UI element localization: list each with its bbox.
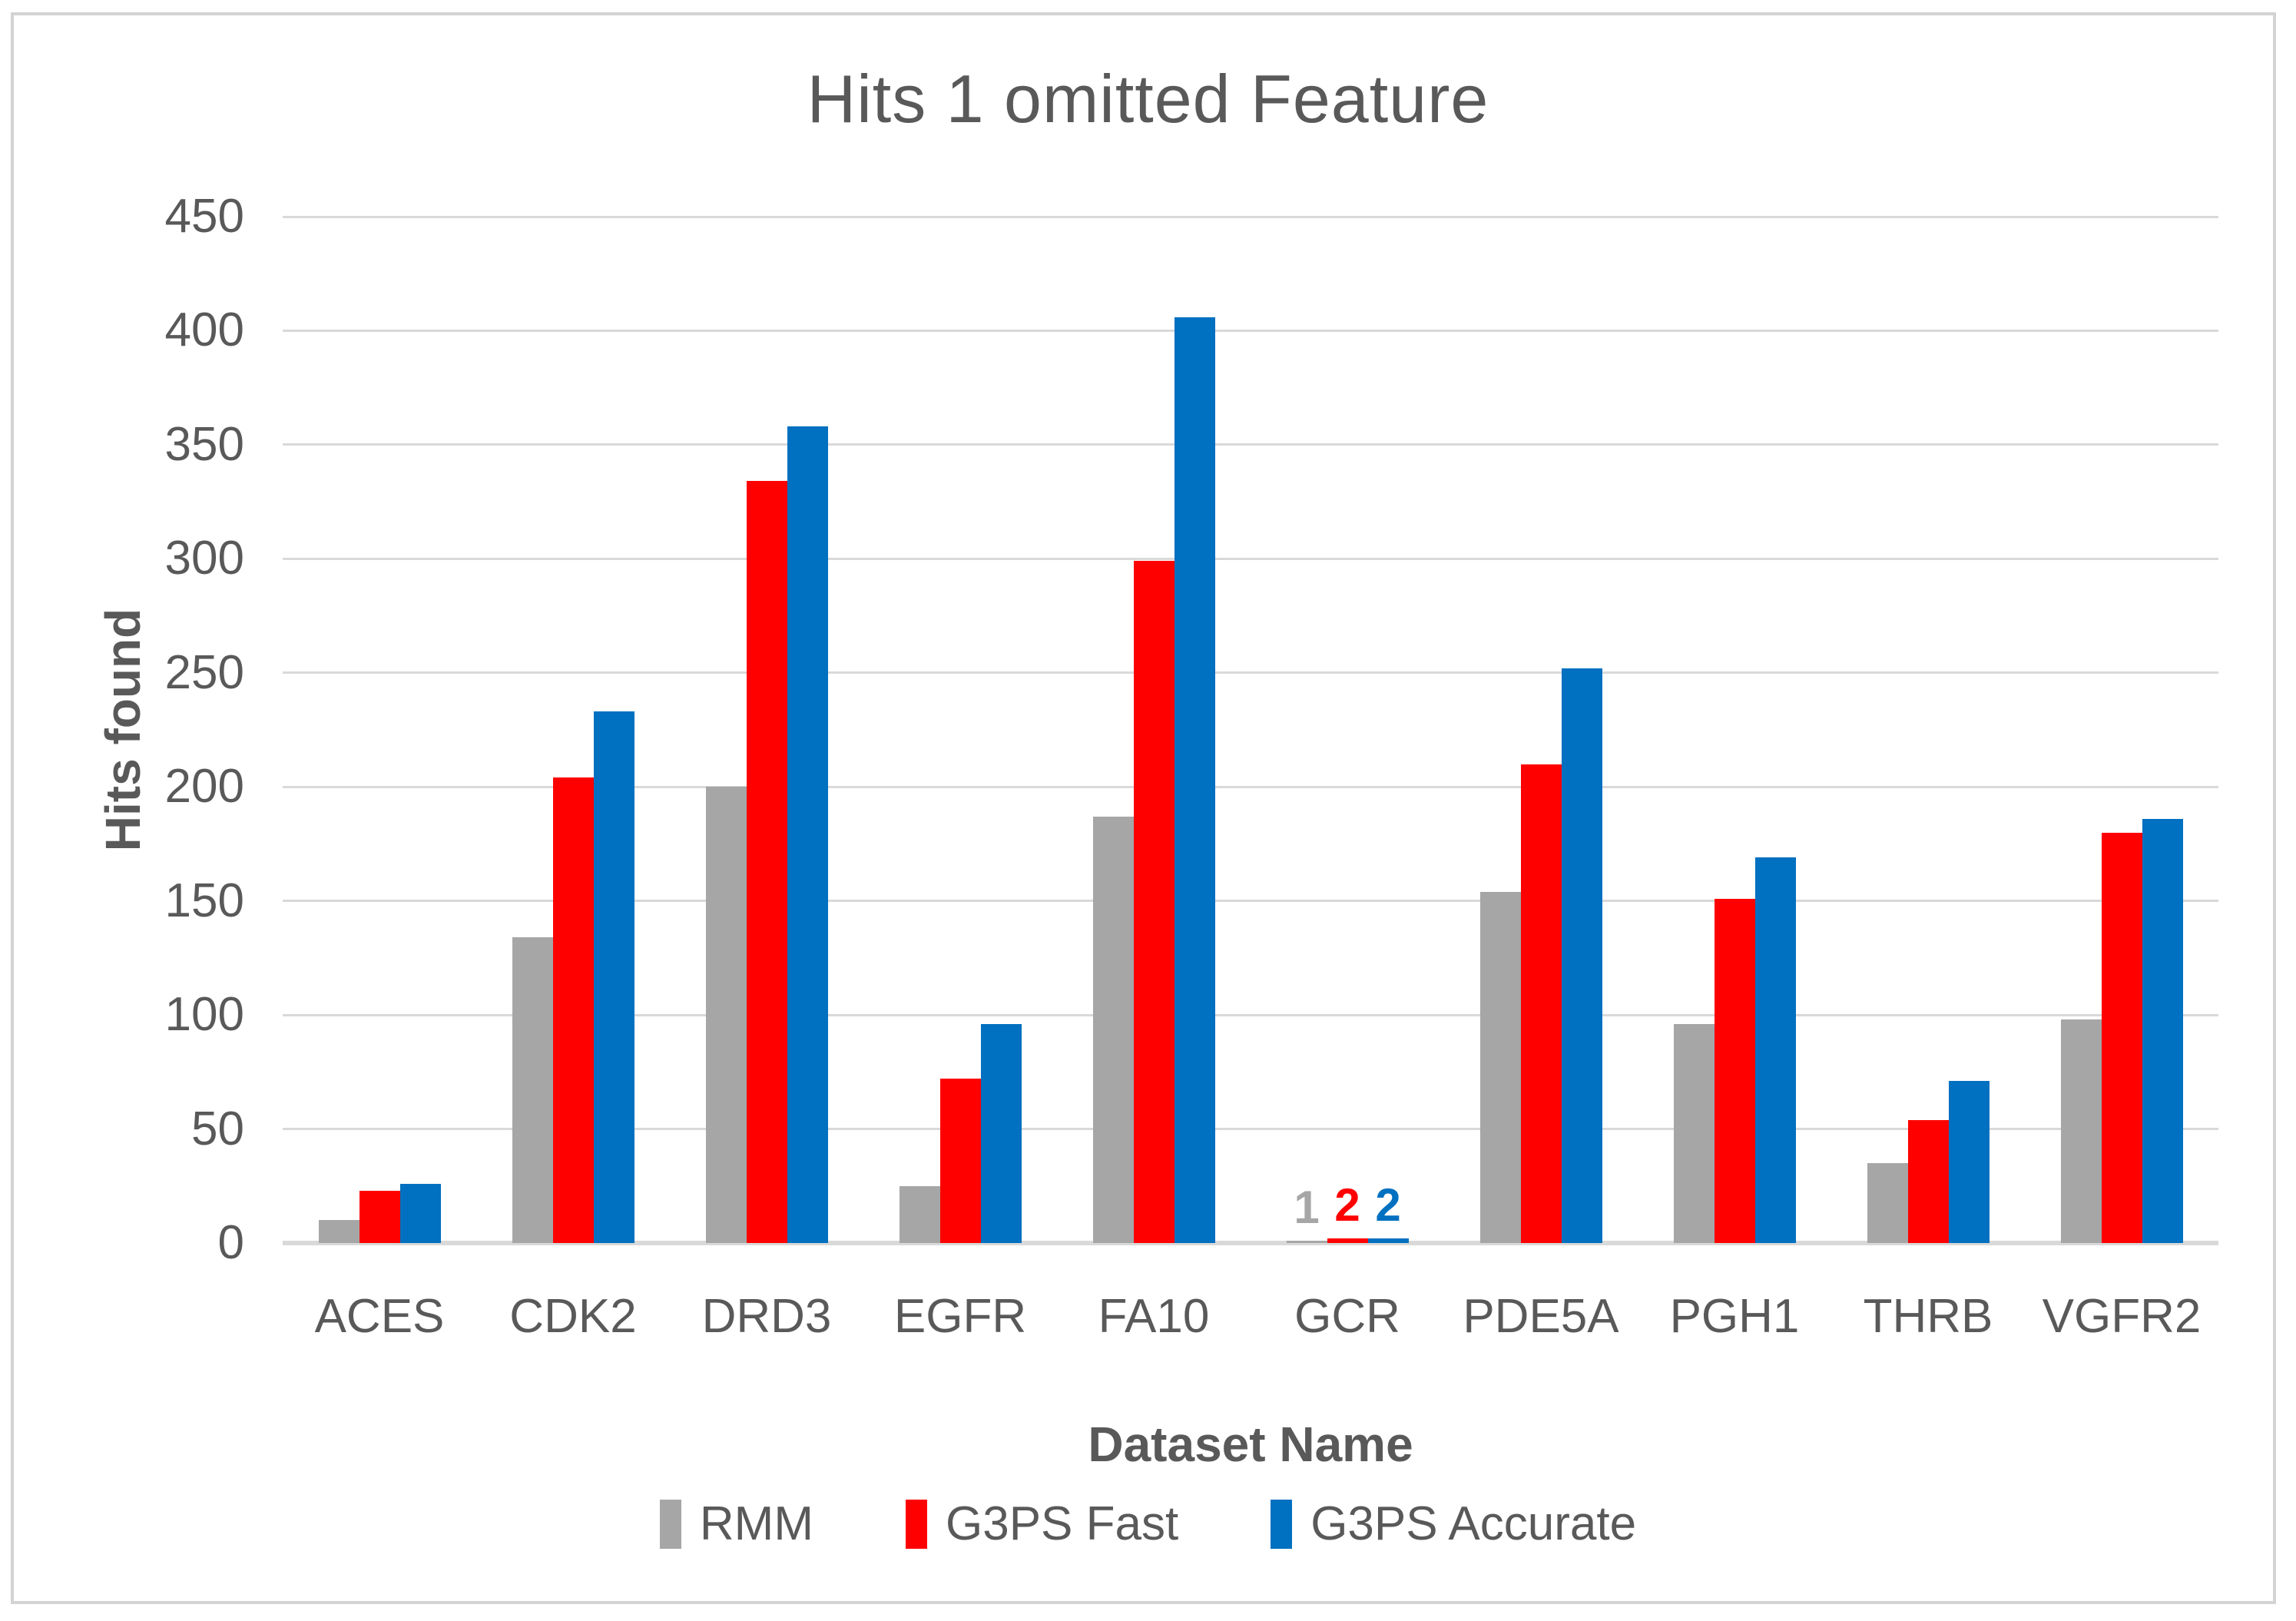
chart-border-frame xyxy=(11,12,2276,1604)
bar-fa10-rmm xyxy=(1092,816,1134,1243)
y-tick-label-400: 400 xyxy=(164,303,244,357)
bar-vgfr2-rmm xyxy=(2060,1019,2102,1243)
x-category-label-cdk2: CDK2 xyxy=(509,1290,637,1343)
bar-pde5a-rmm xyxy=(1479,891,1521,1243)
gridline-100 xyxy=(283,1013,2218,1016)
bar-fa10-g3ps-accurate xyxy=(1174,317,1215,1243)
legend-label-rmm: RMM xyxy=(699,1497,813,1550)
bar-cdk2-g3ps-accurate xyxy=(593,711,634,1243)
bar-aces-g3ps-fast xyxy=(359,1190,400,1243)
bar-egfr-rmm xyxy=(899,1185,940,1243)
legend: RMM G3PS Fast G3PS Accurate xyxy=(0,1497,2296,1551)
x-category-label-thrb: THRB xyxy=(1863,1290,1993,1343)
x-category-label-gcr: GCR xyxy=(1294,1290,1400,1343)
bar-fa10-g3ps-fast xyxy=(1133,561,1175,1243)
x-axis-title: Dataset Name xyxy=(1088,1417,1413,1472)
bar-thrb-rmm xyxy=(1867,1163,1908,1243)
gridline-150 xyxy=(283,900,2218,903)
legend-marker-g3ps-fast xyxy=(905,1499,927,1549)
legend-label-g3ps-fast: G3PS Fast xyxy=(945,1497,1179,1550)
bar-egfr-g3ps-accurate xyxy=(980,1023,1022,1243)
gridline-350 xyxy=(283,443,2218,446)
y-tick-label-100: 100 xyxy=(164,988,244,1042)
bar-vgfr2-g3ps-fast xyxy=(2101,832,2142,1243)
bar-gcr-g3ps-fast xyxy=(1327,1238,1368,1243)
bar-egfr-g3ps-fast xyxy=(939,1079,981,1243)
bar-aces-rmm xyxy=(318,1220,359,1243)
bar-gcr-g3ps-accurate xyxy=(1367,1238,1409,1243)
bar-pde5a-g3ps-accurate xyxy=(1561,668,1602,1243)
gridline-450 xyxy=(283,215,2218,218)
bar-thrb-g3ps-fast xyxy=(1907,1119,1949,1243)
bar-thrb-g3ps-accurate xyxy=(1948,1081,1990,1243)
x-category-label-egfr: EGFR xyxy=(893,1290,1027,1343)
bar-pgh1-g3ps-accurate xyxy=(1754,857,1796,1243)
x-category-label-drd3: DRD3 xyxy=(701,1290,832,1343)
y-axis-tick-labels: 0 50 100 150 200 250 300 350 400 450 xyxy=(0,0,244,1621)
bar-vgfr2-g3ps-accurate xyxy=(2142,818,2183,1243)
legend-marker-g3ps-accurate xyxy=(1271,1499,1293,1549)
x-category-label-pde5a: PDE5A xyxy=(1463,1290,1619,1343)
y-tick-label-250: 250 xyxy=(164,645,244,699)
gridline-250 xyxy=(283,671,2218,675)
gridline-300 xyxy=(283,557,2218,560)
bar-pgh1-g3ps-fast xyxy=(1714,898,1755,1243)
legend-item-g3ps-fast: G3PS Fast xyxy=(905,1497,1179,1551)
x-category-label-vgfr2: VGFR2 xyxy=(2042,1290,2202,1343)
bar-pde5a-g3ps-fast xyxy=(1520,764,1562,1243)
legend-marker-rmm xyxy=(659,1499,681,1549)
bar-drd3-g3ps-fast xyxy=(746,481,787,1243)
gridline-400 xyxy=(283,329,2218,332)
y-tick-label-50: 50 xyxy=(191,1102,244,1155)
x-category-label-pgh1: PGH1 xyxy=(1669,1290,1800,1343)
bar-drd3-rmm xyxy=(705,787,747,1243)
bar-cdk2-g3ps-fast xyxy=(552,777,594,1243)
bar-pgh1-rmm xyxy=(1673,1023,1715,1243)
legend-label-g3ps-accurate: G3PS Accurate xyxy=(1310,1497,1637,1550)
y-tick-label-300: 300 xyxy=(164,532,244,585)
y-tick-label-200: 200 xyxy=(164,760,244,814)
y-tick-label-0: 0 xyxy=(217,1216,244,1269)
bar-aces-g3ps-accurate xyxy=(399,1183,441,1243)
y-tick-label-450: 450 xyxy=(164,190,244,243)
x-axis-line xyxy=(283,1241,2218,1245)
data-label-gcr-g3ps-accurate: 2 xyxy=(1375,1179,1401,1231)
bar-gcr-rmm xyxy=(1286,1241,1327,1243)
gridline-50 xyxy=(283,1128,2218,1131)
y-tick-label-150: 150 xyxy=(164,873,244,927)
data-label-gcr-g3ps-fast: 2 xyxy=(1334,1179,1360,1231)
data-label-gcr-rmm: 1 xyxy=(1294,1182,1320,1233)
x-category-label-fa10: FA10 xyxy=(1098,1290,1210,1343)
y-tick-label-350: 350 xyxy=(164,417,244,471)
legend-item-rmm: RMM xyxy=(659,1497,813,1551)
bar-drd3-g3ps-accurate xyxy=(787,426,828,1243)
bar-cdk2-rmm xyxy=(512,937,553,1243)
legend-item-g3ps-accurate: G3PS Accurate xyxy=(1271,1497,1636,1551)
chart-title: Hits 1 omitted Feature xyxy=(807,61,1489,137)
x-category-label-aces: ACES xyxy=(314,1290,445,1343)
gridline-200 xyxy=(283,785,2218,788)
